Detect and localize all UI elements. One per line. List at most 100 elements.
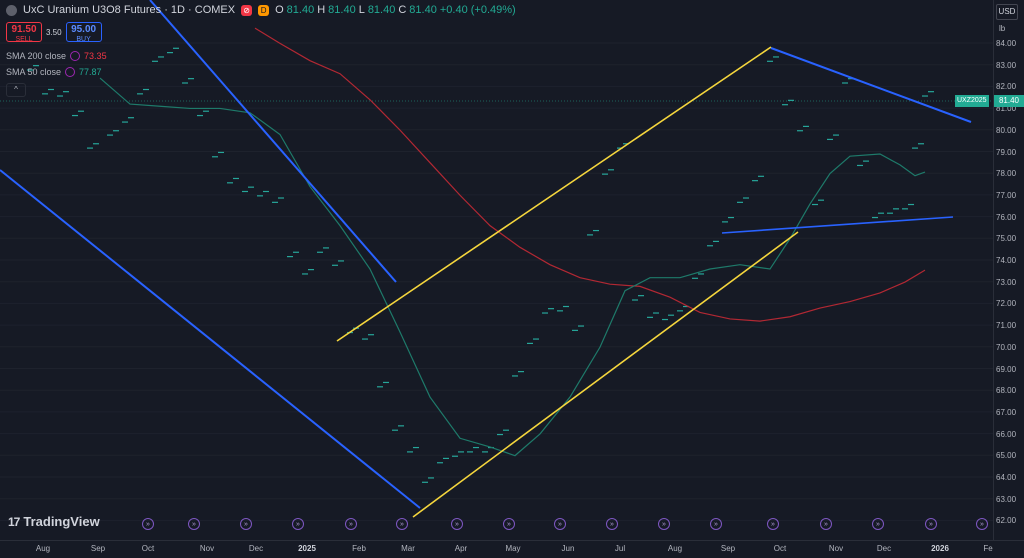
symbol-title[interactable]: UxC Uranium U3O8 Futures · 1D · COMEX bbox=[23, 4, 236, 16]
economic-event-icon[interactable]: » bbox=[240, 518, 252, 530]
indicator-name: SMA 200 close bbox=[6, 51, 67, 61]
price-tick-mark bbox=[922, 95, 928, 97]
economic-event-icon[interactable]: » bbox=[767, 518, 779, 530]
price-tick-mark bbox=[293, 251, 299, 253]
indicator-sma50[interactable]: SMA 50 close 77.87 bbox=[6, 67, 102, 77]
price-axis[interactable]: 84.00 83.00 82.00 81.00 80.00 79.00 78.00 77.00… bbox=[993, 0, 1024, 540]
economic-event-icon[interactable]: » bbox=[710, 518, 722, 530]
chart-drawing[interactable] bbox=[0, 0, 993, 540]
price-tick: 77.00 bbox=[996, 190, 1017, 200]
economic-event-icon[interactable]: » bbox=[292, 518, 304, 530]
price-tick: 71.00 bbox=[996, 321, 1017, 331]
price-tick-mark bbox=[737, 201, 743, 203]
price-tick-mark bbox=[728, 216, 734, 219]
price-tick: 84.00 bbox=[996, 39, 1017, 48]
economic-event-icon[interactable]: » bbox=[554, 518, 566, 530]
economic-event-icon[interactable]: » bbox=[451, 518, 463, 530]
price-tick-mark bbox=[698, 273, 704, 275]
price-tick-mark bbox=[668, 314, 674, 316]
price-tick-mark bbox=[158, 56, 164, 58]
trendline-blue-upper bbox=[149, 0, 397, 283]
indicator-settings-icon[interactable] bbox=[65, 67, 76, 77]
price-tick-mark bbox=[212, 156, 218, 158]
price-tick-mark bbox=[578, 325, 584, 327]
price-tick-mark bbox=[72, 114, 78, 117]
price-tick-mark bbox=[197, 114, 203, 117]
time-axis[interactable]: Aug Sep Oct Nov Dec 2025 Feb Mar Apr May Jun Jul Aug… bbox=[0, 540, 1024, 558]
chevron-up-icon[interactable]: ^ bbox=[6, 83, 26, 97]
open-value: 81.40 bbox=[286, 4, 315, 16]
price-tick-mark bbox=[893, 208, 899, 210]
sell-button[interactable]: 91.50 SELL bbox=[6, 22, 42, 43]
delayed-data-badge[interactable]: D bbox=[258, 4, 270, 16]
unit-selector[interactable]: lb bbox=[999, 24, 1006, 33]
economic-event-icon[interactable]: » bbox=[606, 518, 618, 530]
price-tick: 75.00 bbox=[996, 234, 1017, 244]
time-tick: Oct bbox=[141, 544, 155, 553]
price-tick-mark bbox=[548, 308, 554, 310]
price-tick-mark bbox=[593, 229, 599, 232]
economic-event-icon[interactable]: » bbox=[188, 518, 200, 530]
price-tick-mark bbox=[692, 277, 698, 279]
price-tick: 73.00 bbox=[996, 277, 1017, 287]
ohlc-values: O 81.40 H 81.40 L 81.40 C 81.40 +0.40 (+0.49… bbox=[275, 4, 516, 16]
currency-selector[interactable]: USD bbox=[996, 4, 1018, 20]
price-tick-mark bbox=[437, 462, 443, 464]
time-tick: May bbox=[505, 544, 521, 553]
economic-event-icon[interactable]: » bbox=[142, 518, 154, 530]
time-tick: Dec bbox=[248, 544, 264, 553]
price-tick-mark bbox=[518, 371, 524, 373]
price-tick-mark bbox=[842, 82, 848, 84]
close-value: 81.40 +0.40 (+0.49%) bbox=[409, 4, 516, 16]
price-tick-mark bbox=[263, 190, 269, 193]
price-tick-mark bbox=[428, 477, 434, 479]
time-tick: Mar bbox=[401, 544, 415, 553]
tradingview-logo-icon: 17 bbox=[8, 514, 20, 529]
indicator-settings-icon[interactable] bbox=[70, 51, 81, 61]
chart-canvas[interactable] bbox=[0, 0, 993, 540]
economic-event-icon[interactable]: » bbox=[345, 518, 357, 530]
time-tick: Nov bbox=[828, 544, 844, 553]
price-tick-mark bbox=[752, 180, 758, 182]
price-tick-mark bbox=[482, 451, 488, 453]
time-tick: 2026 bbox=[931, 544, 949, 553]
price-tick-mark bbox=[467, 451, 473, 453]
economic-event-icon[interactable]: » bbox=[658, 518, 670, 530]
price-tick-mark bbox=[152, 60, 158, 62]
economic-event-icon[interactable]: » bbox=[503, 518, 515, 530]
chart-legend-header: UxC Uranium U3O8 Futures · 1D · COMEX ⊘ … bbox=[6, 4, 516, 16]
price-tick: 79.00 bbox=[996, 147, 1017, 157]
price-tick-mark bbox=[227, 182, 233, 184]
price-tick: 67.00 bbox=[996, 407, 1017, 417]
market-closed-icon[interactable]: ⊘ bbox=[241, 4, 253, 16]
time-tick: Fe bbox=[983, 544, 993, 553]
economic-event-icon[interactable]: » bbox=[820, 518, 832, 530]
price-tick-mark bbox=[623, 143, 629, 145]
price-tick-mark bbox=[713, 240, 719, 243]
price-tick-mark bbox=[758, 175, 764, 177]
price-tick-mark bbox=[743, 197, 749, 199]
low-value: 81.40 bbox=[367, 4, 396, 16]
price-tick-mark bbox=[863, 160, 869, 162]
time-tick: 2025 bbox=[298, 544, 316, 553]
price-tick-mark bbox=[497, 433, 503, 436]
economic-event-icon[interactable]: » bbox=[925, 518, 937, 530]
price-tick-mark bbox=[242, 190, 248, 193]
price-tick-mark bbox=[812, 203, 818, 206]
price-tick-mark bbox=[912, 147, 918, 149]
buy-button[interactable]: 95.00 BUY bbox=[65, 22, 102, 43]
price-tick-mark bbox=[407, 451, 413, 453]
buy-price: 95.00 bbox=[71, 24, 97, 35]
price-tick-mark bbox=[872, 216, 878, 219]
indicator-name: SMA 50 close bbox=[6, 67, 62, 77]
price-tick-mark bbox=[63, 91, 69, 93]
price-tick-mark bbox=[257, 195, 263, 197]
tradingview-logo[interactable]: 17 TradingView bbox=[8, 514, 100, 529]
time-tick: Apr bbox=[454, 544, 468, 553]
price-tick-mark bbox=[918, 143, 924, 145]
indicator-sma200[interactable]: SMA 200 close 73.35 bbox=[6, 51, 107, 61]
economic-event-icon[interactable]: » bbox=[872, 518, 884, 530]
economic-event-icon[interactable]: » bbox=[396, 518, 408, 530]
trade-buttons: 91.50 SELL 3.50 95.00 BUY bbox=[6, 22, 102, 43]
economic-event-icon[interactable]: » bbox=[976, 518, 988, 530]
